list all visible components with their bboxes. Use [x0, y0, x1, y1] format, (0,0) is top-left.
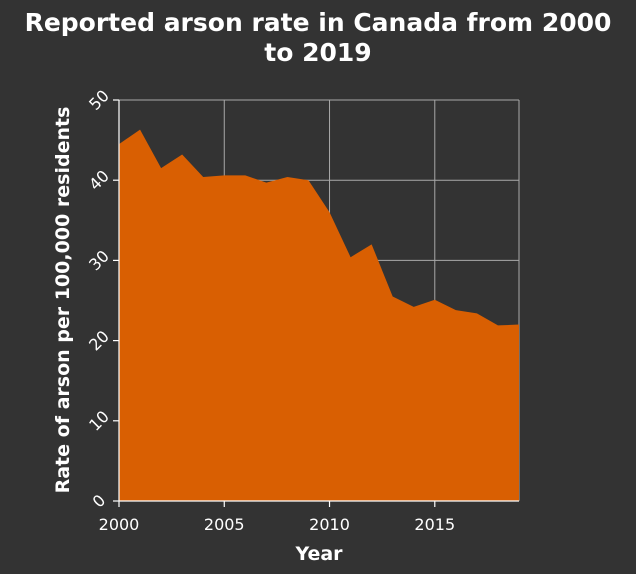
y-tick-label-30: 30 — [85, 246, 113, 274]
arson-rate-area — [119, 129, 519, 502]
axes — [118, 100, 519, 502]
y-tick-label-20: 20 — [85, 327, 113, 355]
y-tick-label-0: 0 — [89, 491, 110, 512]
y-tick-label-40: 40 — [85, 166, 113, 194]
chart-title: Reported arson rate in Canada from 2000 … — [25, 8, 612, 67]
x-tick-labels: 2000 2005 2010 2015 — [99, 501, 455, 534]
chart-title-line-2: to 2019 — [264, 38, 371, 67]
y-tick-label-10: 10 — [85, 407, 113, 435]
x-tick-label-2000: 2000 — [99, 515, 140, 534]
y-tick-label-50: 50 — [85, 86, 113, 114]
y-axis-label: Rate of arson per 100,000 residents — [52, 107, 74, 494]
x-tick-label-2010: 2010 — [309, 515, 350, 534]
x-tick-label-2015: 2015 — [414, 515, 455, 534]
x-tick-label-2005: 2005 — [204, 515, 245, 534]
x-axis-label: Year — [294, 543, 343, 565]
y-tick-labels: 0 10 20 30 40 50 — [85, 86, 119, 511]
chart-title-line-1: Reported arson rate in Canada from 2000 — [25, 8, 612, 37]
